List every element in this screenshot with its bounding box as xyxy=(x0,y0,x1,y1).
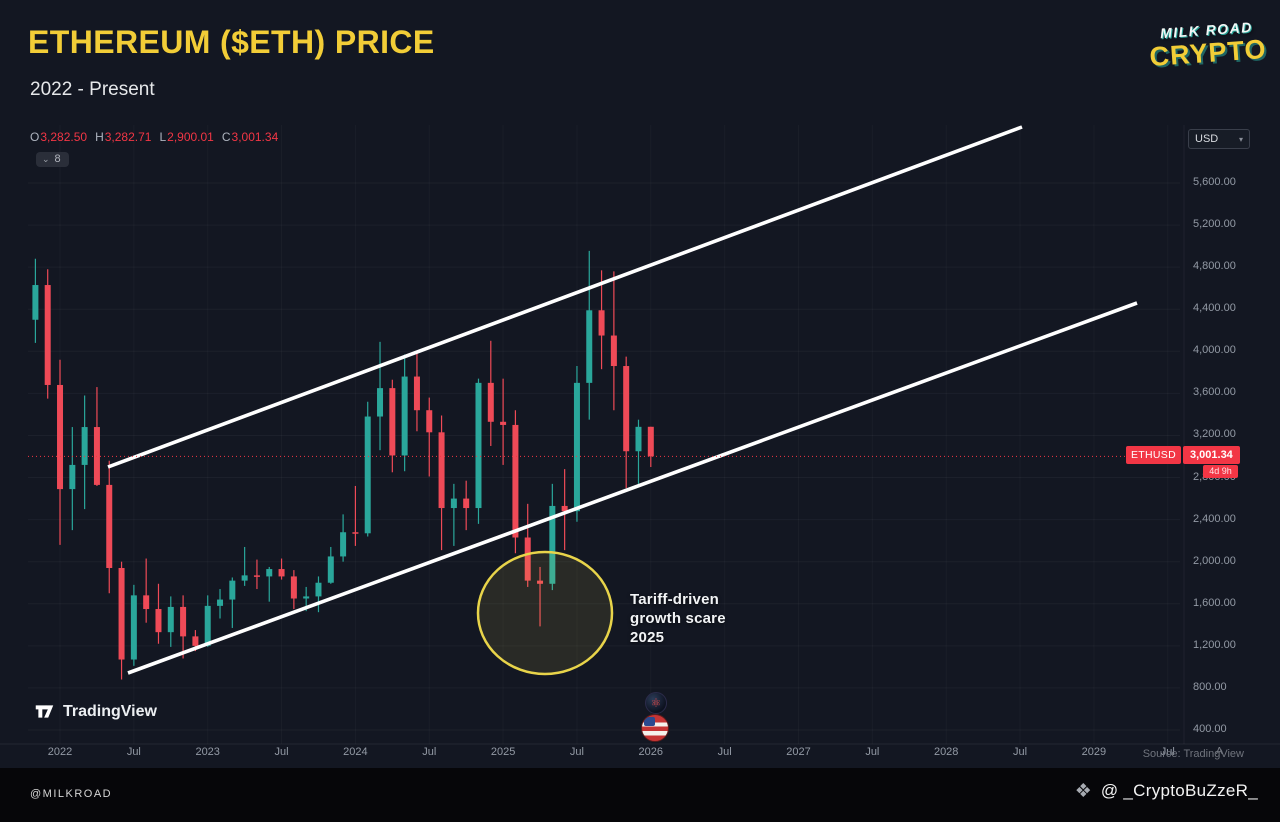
ohlc-readout: O3,282.50 H3,282.71 L2,900.01 C3,001.34 xyxy=(30,130,286,144)
time-axis-label: Jul xyxy=(1160,746,1175,758)
price-axis-label: 1,200.00 xyxy=(1193,638,1236,651)
flag-badge-icon xyxy=(641,714,669,742)
ohlc-close-value: 3,001.34 xyxy=(231,130,279,144)
price-axis-label: 3,600.00 xyxy=(1193,386,1236,399)
time-axis-label: Jul xyxy=(1013,746,1028,758)
annotation-label: Tariff-driven growth scare 2025 xyxy=(630,590,726,647)
ohlc-close-label: C xyxy=(221,130,231,144)
chevron-down-icon: ▾ xyxy=(1238,134,1243,144)
flag-blue-field xyxy=(644,717,655,726)
author-handle: @ _CryptoBuZzeR_ xyxy=(1100,781,1258,800)
price-axis[interactable]: 5,600.00 5,200.00 4,800.00 4,400.00 4,000.00… xyxy=(1186,0,1280,744)
atom-badge-icon: ⚛ xyxy=(645,692,667,714)
price-axis-label: 2,400.00 xyxy=(1193,512,1236,525)
author-handle-group: ❖ @ _CryptoBuZzeR_ xyxy=(1075,781,1258,801)
tradingview-logo-icon xyxy=(34,701,55,722)
time-axis-label: Jul xyxy=(274,746,289,758)
time-axis-label: Jul xyxy=(126,746,141,758)
price-axis-label: 800.00 xyxy=(1193,680,1227,693)
time-axis-label: 2023 xyxy=(195,746,220,758)
price-axis-label: 400.00 xyxy=(1193,723,1227,735)
milkroad-watermark: @MILKROAD xyxy=(30,788,113,800)
price-axis-label: 4,400.00 xyxy=(1193,302,1236,315)
price-badge: ETHUSD 3,001.34 4d 9h xyxy=(1126,446,1240,479)
price-badge-symbol: ETHUSD xyxy=(1126,446,1181,465)
price-axis-label: 4,800.00 xyxy=(1193,260,1236,273)
price-axis-label: 3,200.00 xyxy=(1193,428,1236,441)
price-badge-countdown: 4d 9h xyxy=(1203,465,1238,479)
ohlc-high-label: H xyxy=(95,130,104,144)
tradingview-logo-text: TradingView xyxy=(63,702,157,720)
time-axis-label: 2029 xyxy=(1081,746,1107,758)
time-axis-label: Jul xyxy=(422,746,437,758)
time-axis-label: 2025 xyxy=(490,746,516,758)
interval-value: 8 xyxy=(54,153,61,165)
time-axis-label: 2024 xyxy=(343,746,368,758)
binance-diamond-icon: ❖ xyxy=(1074,780,1092,802)
price-badge-row: ETHUSD 3,001.34 xyxy=(1126,446,1240,465)
time-axis[interactable]: 2022 Jul 2023 Jul 2024 Jul 2025 Jul 2026 Jul 2027 J… xyxy=(0,744,1280,766)
annotation-line-3: 2025 xyxy=(630,629,665,646)
ohlc-low-label: L xyxy=(159,130,167,144)
time-axis-label: 2028 xyxy=(933,746,959,758)
time-axis-label: 2026 xyxy=(638,746,664,758)
page-subtitle: 2022 - Present xyxy=(30,79,155,100)
price-badge-value: 3,001.34 xyxy=(1182,446,1240,465)
time-axis-label: 2022 xyxy=(47,746,73,758)
interval-dropdown[interactable]: ⌄ 8 xyxy=(36,152,69,167)
footer-bar: @MILKROAD ❖ @ _CryptoBuZzeR_ xyxy=(0,768,1280,822)
auto-scale-button[interactable]: A xyxy=(1216,746,1223,757)
currency-value: USD xyxy=(1195,133,1219,145)
chevron-down-icon: ⌄ xyxy=(42,153,50,164)
ohlc-high-value: 3,282.71 xyxy=(104,130,152,144)
annotation-line-2: growth scare xyxy=(630,610,726,627)
annotation-line-1: Tariff-driven xyxy=(630,591,719,608)
time-axis-label: Jul xyxy=(717,746,732,758)
price-axis-label: 5,200.00 xyxy=(1193,218,1236,231)
time-axis-label: 2027 xyxy=(786,746,811,758)
page-title: ETHEREUM ($ETH) PRICE xyxy=(28,24,435,60)
price-axis-label: 4,000.00 xyxy=(1193,344,1236,357)
time-axis-label: Jul xyxy=(569,746,584,758)
price-axis-label: 5,600.00 xyxy=(1193,176,1236,188)
ohlc-open-label: O xyxy=(30,130,40,144)
time-axis-label: Jul xyxy=(865,746,880,758)
currency-selector[interactable]: USD ▾ xyxy=(1188,129,1250,149)
source-credit: Source: TradingView xyxy=(1142,748,1244,760)
price-axis-label: 1,600.00 xyxy=(1193,596,1236,609)
tradingview-logo[interactable]: TradingView xyxy=(34,701,157,722)
ohlc-low-value: 2,900.01 xyxy=(167,130,214,144)
price-axis-label: 2,000.00 xyxy=(1193,554,1236,567)
ohlc-open-value: 3,282.50 xyxy=(40,130,88,144)
